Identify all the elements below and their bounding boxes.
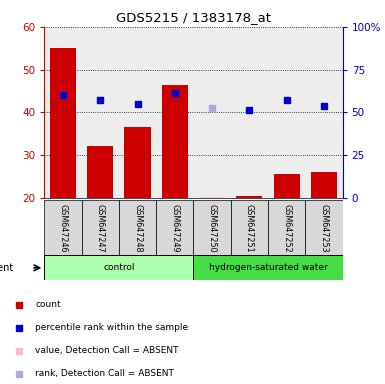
Text: GSM647252: GSM647252 <box>282 204 291 253</box>
Bar <box>274 174 300 198</box>
Bar <box>305 27 343 198</box>
Text: GSM647249: GSM647249 <box>170 204 179 253</box>
Bar <box>194 27 231 198</box>
Text: GSM647251: GSM647251 <box>245 204 254 253</box>
Bar <box>305 200 343 255</box>
Bar <box>82 27 119 198</box>
Bar <box>50 48 76 198</box>
Bar <box>194 255 343 280</box>
Bar <box>124 127 151 198</box>
Bar <box>236 195 263 198</box>
Text: GSM647246: GSM647246 <box>59 204 67 253</box>
Text: percentile rank within the sample: percentile rank within the sample <box>35 323 188 332</box>
Bar <box>156 200 194 255</box>
Bar <box>119 27 156 198</box>
Bar <box>199 197 225 198</box>
Bar <box>231 27 268 198</box>
Bar <box>44 200 82 255</box>
Text: control: control <box>103 263 135 272</box>
Bar <box>119 200 156 255</box>
Bar <box>44 27 82 198</box>
Text: rank, Detection Call = ABSENT: rank, Detection Call = ABSENT <box>35 369 174 378</box>
Text: hydrogen-saturated water: hydrogen-saturated water <box>209 263 327 272</box>
Text: count: count <box>35 300 61 309</box>
Bar <box>87 146 113 198</box>
Bar <box>311 172 337 198</box>
Bar <box>82 200 119 255</box>
Text: agent: agent <box>0 263 13 273</box>
Bar <box>194 200 231 255</box>
Bar <box>156 27 194 198</box>
Text: GSM647253: GSM647253 <box>320 204 328 253</box>
Text: GSM647248: GSM647248 <box>133 204 142 253</box>
Bar <box>44 255 194 280</box>
Text: GSM647247: GSM647247 <box>96 204 105 253</box>
Bar <box>231 200 268 255</box>
Bar <box>268 200 305 255</box>
Bar <box>162 84 188 198</box>
Title: GDS5215 / 1383178_at: GDS5215 / 1383178_at <box>116 11 271 24</box>
Text: value, Detection Call = ABSENT: value, Detection Call = ABSENT <box>35 346 179 355</box>
Bar <box>268 27 305 198</box>
Text: GSM647250: GSM647250 <box>208 204 217 253</box>
